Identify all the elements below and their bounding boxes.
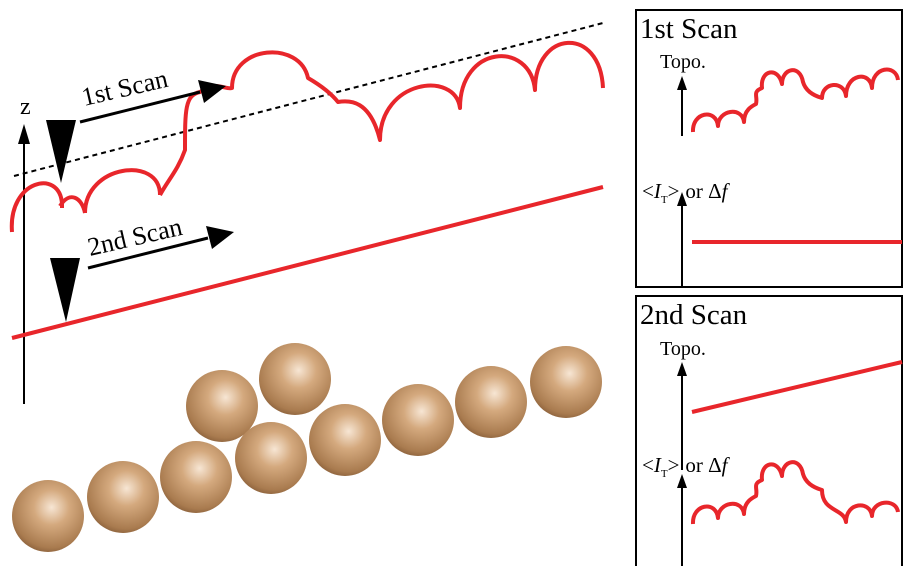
second-scan-arrow: [87, 226, 234, 270]
second-scan-topo-trace: [691, 360, 903, 414]
atom: [87, 461, 159, 533]
first-scan-panel: 1st Scan Topo. <IT> or Δf: [635, 9, 903, 288]
first-scan-topo-trace: [690, 67, 900, 133]
atom: [309, 404, 381, 476]
atom: [382, 384, 454, 456]
atom: [186, 370, 258, 442]
z-axis: [18, 124, 30, 404]
first-scan-label: 1st Scan: [79, 64, 171, 112]
atom-chain: [12, 343, 602, 552]
atom: [455, 366, 527, 438]
second-scan-signal-trace: [690, 460, 900, 525]
first-scan-trace: [9, 40, 605, 233]
second-scan-panel: 2nd Scan Topo. <IT> or Δf: [635, 295, 903, 566]
first-scan-panel-title: 1st Scan: [640, 13, 738, 45]
dashed-guide-line: [13, 22, 604, 177]
second-scan-trace: [11, 185, 604, 340]
atom: [160, 441, 232, 513]
first-scan-tip: [46, 120, 76, 183]
atom: [235, 422, 307, 494]
atom: [12, 480, 84, 552]
second-scan-label: 2nd Scan: [85, 212, 185, 262]
atom: [259, 343, 331, 415]
second-scan-tip: [50, 258, 80, 322]
atom: [530, 346, 602, 418]
z-axis-label: z: [20, 94, 31, 120]
first-scan-arrow: [79, 80, 226, 124]
second-scan-topo-label: Topo.: [660, 338, 706, 360]
second-scan-panel-title: 2nd Scan: [640, 299, 748, 331]
first-scan-topo-label: Topo.: [660, 51, 706, 73]
second-scan-signal-label: <IT> or Δf: [642, 453, 731, 480]
first-scan-signal-label: <IT> or Δf: [642, 179, 731, 206]
